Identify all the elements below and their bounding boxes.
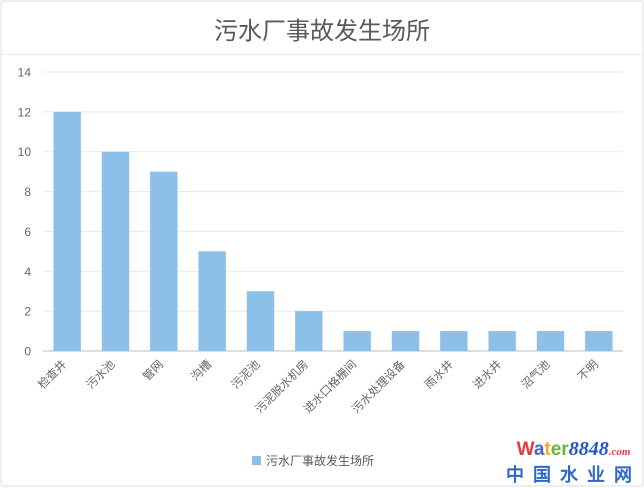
svg-text:14: 14 bbox=[18, 66, 32, 80]
svg-text:不明: 不明 bbox=[575, 358, 600, 383]
svg-text:2: 2 bbox=[24, 305, 31, 319]
svg-text:雨水井: 雨水井 bbox=[422, 357, 456, 391]
svg-text:管网: 管网 bbox=[140, 357, 166, 383]
svg-text:污泥池: 污泥池 bbox=[229, 358, 263, 392]
svg-text:10: 10 bbox=[18, 145, 32, 159]
svg-text:沟槽: 沟槽 bbox=[189, 358, 215, 384]
svg-text:8: 8 bbox=[24, 185, 31, 199]
svg-text:污水池: 污水池 bbox=[84, 358, 118, 392]
svg-text:污水处理设备: 污水处理设备 bbox=[349, 357, 408, 415]
svg-text:检查井: 检查井 bbox=[35, 357, 69, 391]
svg-text:0: 0 bbox=[24, 345, 31, 359]
svg-text:4: 4 bbox=[24, 265, 31, 279]
svg-text:6: 6 bbox=[24, 225, 31, 239]
svg-text:12: 12 bbox=[18, 105, 32, 119]
svg-text:沼气池: 沼气池 bbox=[518, 357, 553, 392]
svg-text:进水井: 进水井 bbox=[470, 357, 504, 391]
